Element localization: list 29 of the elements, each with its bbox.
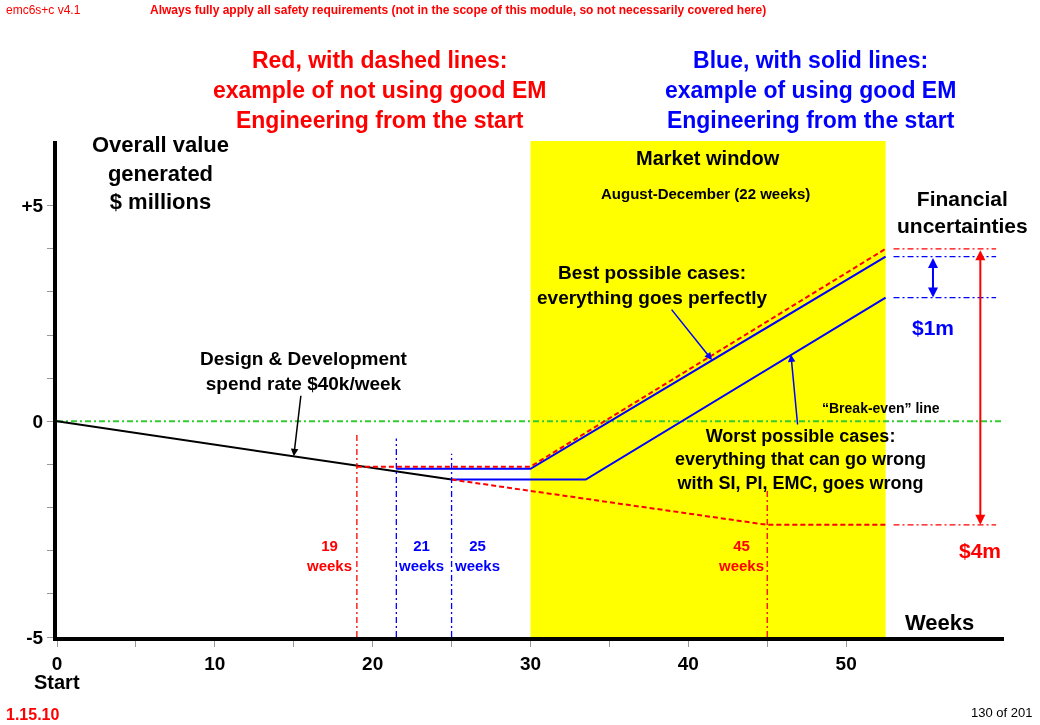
annotation: 19 weeks (306, 537, 353, 574)
x-axis-title: Weeks (905, 610, 975, 635)
y-tick-label: -5 (26, 626, 44, 648)
y-tick-label: +5 (21, 195, 44, 217)
annotation: 45 weeks (718, 537, 765, 574)
x-tick-label: 50 (835, 652, 857, 674)
text: Blue, with solid lines: example of using good EM Engineering from the start (665, 47, 957, 133)
annotation: Financial uncertainties (897, 187, 1028, 238)
annotation: $1m (912, 316, 955, 339)
text: 1.15.10 (6, 706, 60, 723)
text: Start (34, 671, 80, 693)
annotation: 25 weeks (454, 537, 501, 574)
text: Always fully apply all safety requirements (not in the scope of this module, so not necessarily covered here) (150, 3, 767, 17)
text: 130 of 201 (971, 705, 1033, 720)
annotation: $4m (959, 539, 1002, 562)
annotation: Best possible cases: everything goes perfectly (537, 262, 768, 308)
x-tick-label: 40 (677, 652, 699, 674)
annotation: August-December (22 weeks) (601, 185, 811, 202)
x-tick-label: 30 (519, 652, 542, 674)
x-tick-label: 20 (362, 652, 384, 674)
text: Red, with dashed lines: example of not using good EM Engineering from the start (213, 47, 547, 133)
x-tick-label: 0 (51, 652, 63, 674)
annotation: Design & Development spend rate $40k/week (200, 348, 408, 394)
x-tick-label: 10 (204, 652, 226, 674)
annotation: 21 weeks (398, 537, 445, 574)
band-label: Market window (636, 147, 780, 169)
text: emc6s+c v4.1 (6, 3, 81, 17)
y-tick-label: 0 (32, 411, 44, 432)
y-axis-title: Overall value generated $ millions (92, 132, 229, 215)
